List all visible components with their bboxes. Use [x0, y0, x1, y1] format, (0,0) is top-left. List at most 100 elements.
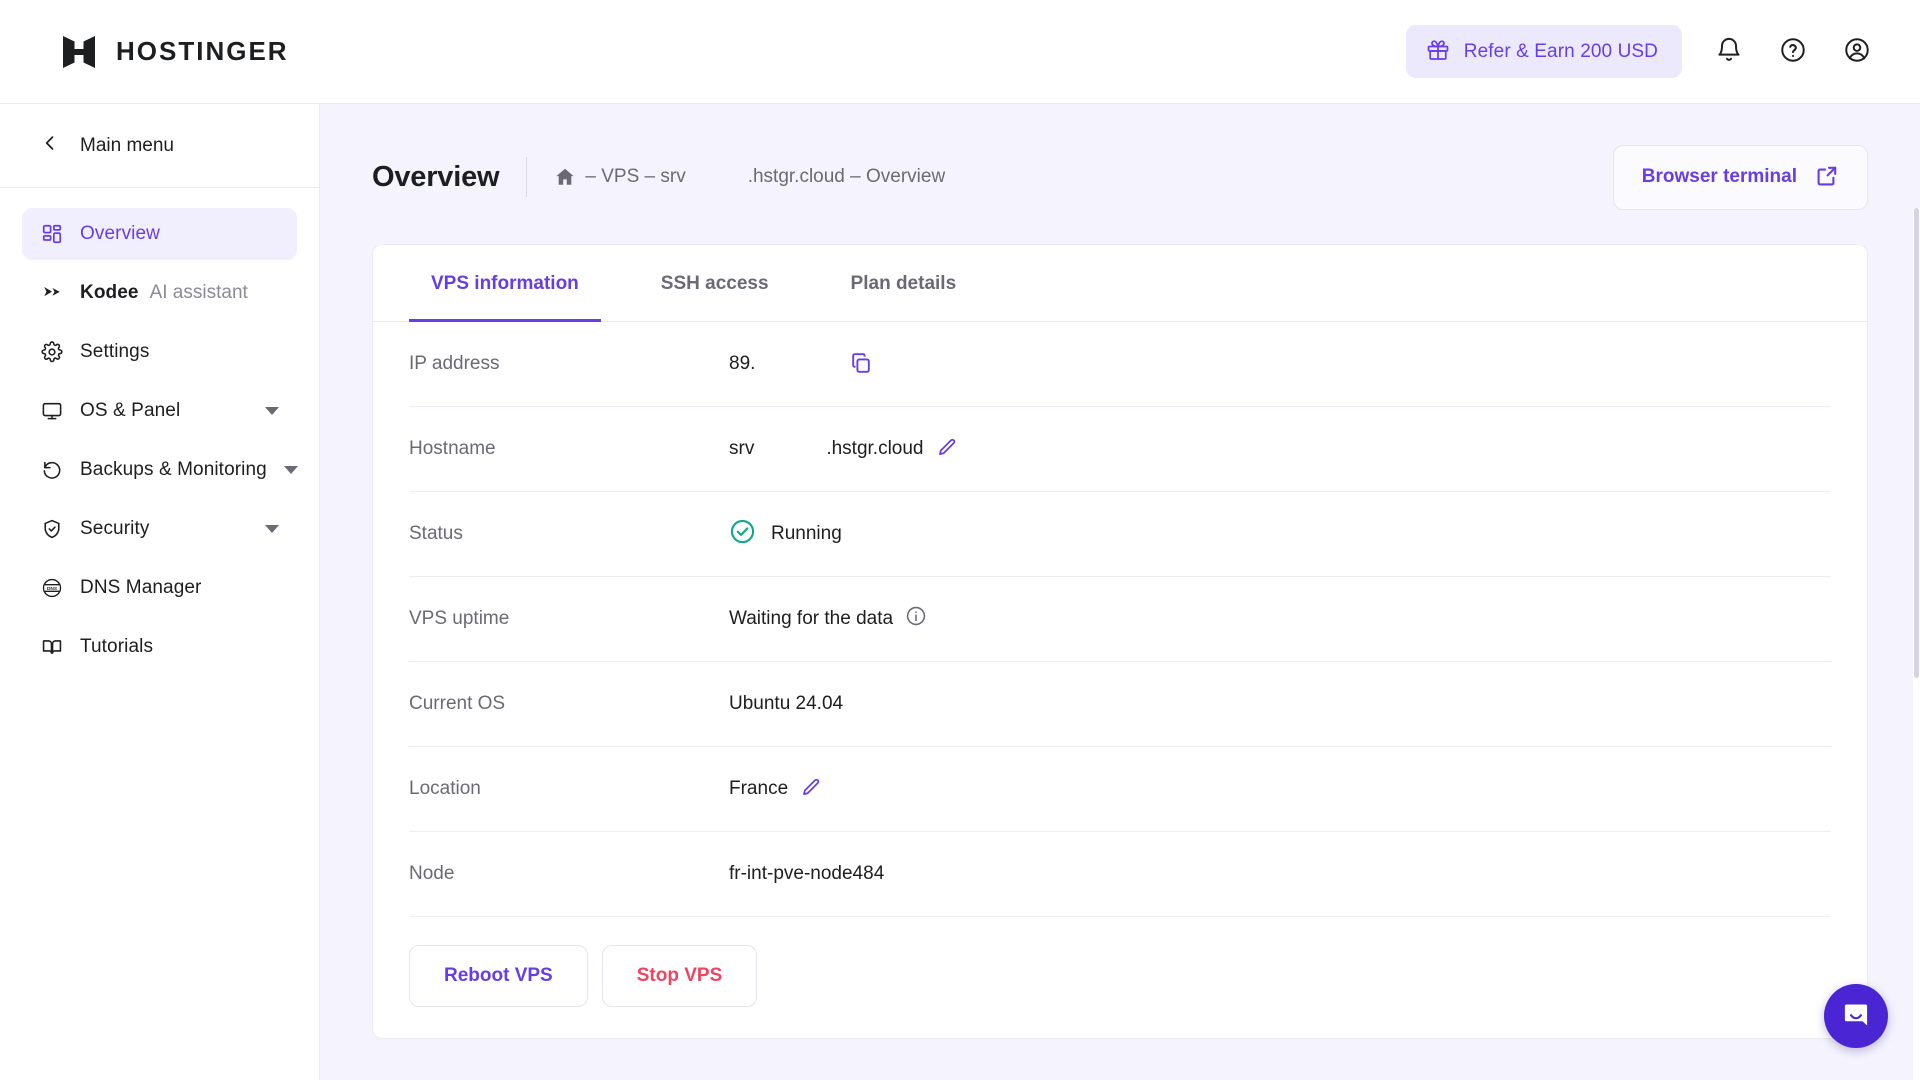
pencil-edit-icon [936, 437, 958, 462]
user-circle-icon [1843, 36, 1871, 67]
hostname-suffix: .hstgr.cloud [826, 438, 924, 459]
chevron-left-icon [40, 133, 60, 158]
home-icon[interactable] [554, 166, 576, 188]
hostname-prefix: srv [729, 438, 755, 459]
top-bar-actions: Refer & Earn 200 USD [1405, 25, 1874, 78]
row-value: 89. [729, 351, 873, 378]
row-label: Current OS [409, 693, 506, 714]
browser-terminal-label: Browser terminal [1641, 166, 1797, 187]
brand-logo-link[interactable]: HOSTINGER [58, 31, 289, 73]
current-os-value: Ubuntu 24.04 [729, 693, 844, 714]
main-content: Overview – VPS – srv .hstgr.cloud – Over… [320, 104, 1920, 1080]
page-header: Overview – VPS – srv .hstgr.cloud – Over… [372, 144, 1868, 210]
edit-location-button[interactable] [800, 777, 822, 802]
chevron-down-icon[interactable] [283, 466, 298, 474]
refer-and-earn-button[interactable]: Refer & Earn 200 USD [1405, 25, 1682, 78]
status-value: Running [771, 523, 842, 544]
copy-icon [849, 351, 873, 378]
chevron-down-icon[interactable] [265, 407, 279, 415]
row-label: IP address [409, 353, 500, 374]
sidebar-item-label: Settings [80, 341, 150, 362]
status-badge: Running [729, 518, 842, 551]
refer-and-earn-label: Refer & Earn 200 USD [1463, 40, 1658, 62]
row-value: Waiting for the data [729, 605, 927, 633]
row-label: Hostname [409, 438, 496, 459]
breadcrumb-part-1[interactable]: – VPS – srv [585, 166, 686, 187]
page-scrollbar-thumb[interactable] [1914, 208, 1919, 678]
uptime-value: Waiting for the data [729, 608, 894, 629]
browser-terminal-button[interactable]: Browser terminal [1612, 144, 1868, 210]
breadcrumb-part-2[interactable]: .hstgr.cloud – Overview [747, 166, 946, 187]
main-menu-label: Main menu [80, 134, 174, 156]
sidebar-item-label: DNS Manager [80, 577, 202, 598]
sidebar-item-dns-manager[interactable]: DNS DNS Manager [22, 562, 297, 614]
stop-vps-button[interactable]: Stop VPS [601, 945, 758, 1007]
row-label: Status [409, 523, 463, 544]
account-button[interactable] [1840, 35, 1874, 69]
bell-icon [1715, 36, 1743, 67]
notifications-button[interactable] [1712, 35, 1746, 69]
sidebar-item-label: OS & Panel [80, 400, 181, 421]
body-wrapper: Main menu Overview [0, 104, 1920, 1080]
table-row: Hostname srv .hstgr.cloud [409, 407, 1831, 492]
row-value: fr-int-pve-node484 [729, 863, 884, 885]
card-actions: Reboot VPS Stop VPS [373, 917, 1867, 1007]
tab-plan-details[interactable]: Plan details [850, 273, 957, 294]
sidebar-item-settings[interactable]: Settings [22, 326, 297, 378]
pencil-edit-icon [800, 777, 822, 802]
tab-vps-information[interactable]: VPS information [409, 245, 601, 322]
table-row: Status Running [409, 492, 1831, 577]
row-label: VPS uptime [409, 608, 510, 629]
chevron-down-icon[interactable] [265, 525, 279, 533]
external-link-icon [1815, 164, 1839, 191]
sidebar-item-sublabel: AI assistant [149, 282, 248, 303]
ip-address-value: 89. [729, 353, 756, 374]
info-circle-icon[interactable] [905, 605, 927, 633]
gear-icon [40, 341, 63, 364]
sidebar: Main menu Overview [0, 104, 320, 1080]
shield-check-icon [40, 518, 63, 541]
table-row: Current OS Ubuntu 24.04 [409, 662, 1831, 747]
brand-name: HOSTINGER [116, 36, 289, 66]
question-circle-icon [1779, 36, 1807, 67]
vps-info-card: VPS information SSH access Plan details … [372, 244, 1868, 1039]
help-button[interactable] [1776, 35, 1810, 69]
page-scrollbar-track[interactable] [1913, 208, 1920, 1080]
sidebar-item-overview[interactable]: Overview [22, 208, 297, 260]
row-value: Ubuntu 24.04 [729, 693, 843, 715]
grid-dashboard-icon [40, 223, 63, 246]
sidebar-item-label: Backups & Monitoring [80, 459, 267, 480]
table-row: Location France [409, 747, 1831, 832]
hostinger-h-logo-icon [58, 31, 100, 73]
chat-widget-button[interactable] [1824, 984, 1888, 1048]
restore-clock-icon [40, 459, 63, 482]
row-label: Node [409, 863, 455, 884]
card-tabs: VPS information SSH access Plan details [373, 245, 1867, 322]
row-value: France [729, 777, 822, 802]
sidebar-item-os-panel[interactable]: OS & Panel [22, 385, 297, 437]
check-circle-icon [729, 518, 756, 551]
kodee-sparkle-icon [40, 282, 63, 305]
intercom-chat-icon [1840, 999, 1872, 1034]
reboot-vps-button[interactable]: Reboot VPS [409, 945, 588, 1007]
sidebar-nav: Overview Kodee AI assistant [0, 188, 319, 680]
table-row: VPS uptime Waiting for the data [409, 577, 1831, 662]
top-bar: HOSTINGER Refer & Earn 200 USD [0, 0, 1920, 104]
sidebar-item-backups-monitoring[interactable]: Backups & Monitoring [22, 444, 298, 496]
main-menu-back-button[interactable]: Main menu [0, 104, 319, 188]
sidebar-item-tutorials[interactable]: Tutorials [22, 621, 297, 673]
row-value: srv .hstgr.cloud [729, 437, 958, 462]
table-row: Node fr-int-pve-node484 [409, 832, 1831, 917]
sidebar-item-label: Tutorials [80, 636, 154, 657]
edit-hostname-button[interactable] [936, 437, 958, 462]
sidebar-item-label: Security [80, 518, 150, 539]
monitor-icon [40, 400, 63, 423]
header-divider [526, 157, 528, 197]
sidebar-item-label: Overview [80, 223, 160, 244]
copy-ip-button[interactable] [849, 351, 873, 378]
sidebar-item-kodee[interactable]: Kodee AI assistant [22, 267, 297, 319]
tab-ssh-access[interactable]: SSH access [660, 273, 769, 294]
sidebar-item-security[interactable]: Security [22, 503, 297, 555]
location-value: France [729, 778, 789, 799]
